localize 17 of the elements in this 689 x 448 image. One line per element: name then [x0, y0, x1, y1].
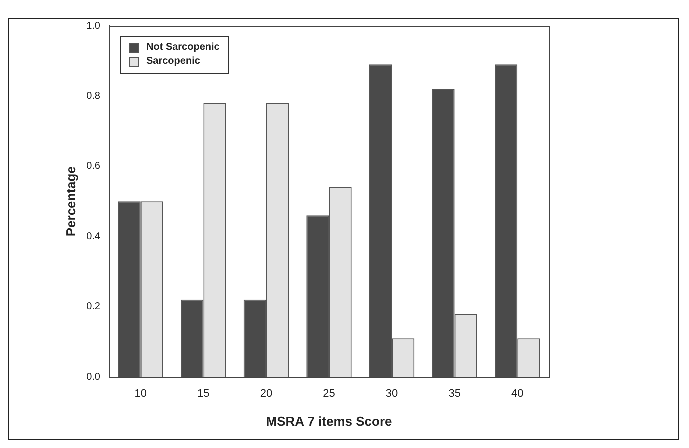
y-tick-label: 0.2: [86, 302, 101, 313]
x-tick-label: 10: [134, 388, 148, 400]
legend-label: Sarcopenic: [146, 55, 200, 69]
x-tick-label: 25: [323, 388, 336, 400]
y-tick-label: 1.0: [86, 20, 101, 32]
x-tick-label: 20: [260, 388, 273, 400]
y-tick-label: 0.4: [86, 231, 101, 242]
x-tick-label: 35: [448, 388, 461, 400]
x-tick-label: 15: [198, 388, 210, 400]
legend-label: Not Sarcopenic: [146, 41, 220, 55]
x-axis-title: MSRA 7 items Score: [266, 414, 392, 429]
y-tick-label: 0.8: [86, 90, 101, 102]
y-axis-title: Percentage: [63, 166, 78, 237]
x-tick-label: 40: [511, 388, 524, 400]
y-tick-label: 0.0: [86, 372, 101, 383]
x-tick-label: 30: [386, 388, 398, 400]
y-tick-label: 0.6: [86, 161, 101, 172]
